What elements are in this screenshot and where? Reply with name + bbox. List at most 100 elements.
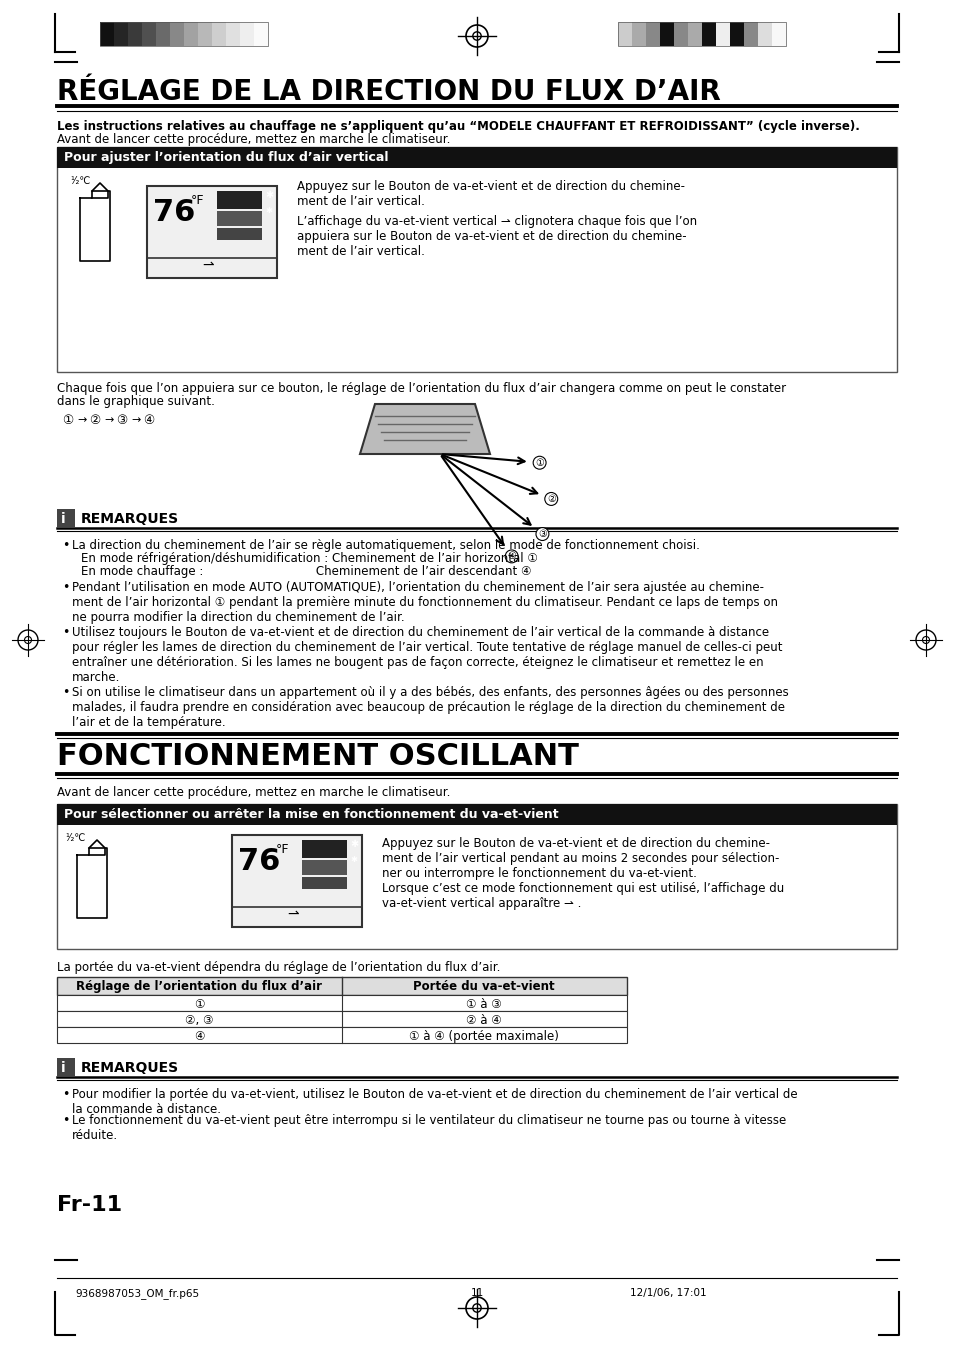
Text: ⇀: ⇀: [202, 258, 213, 272]
Text: ① à ③: ① à ③: [466, 998, 501, 1011]
Bar: [216, 211, 262, 226]
Text: Le fonctionnement du va-et-vient peut être interrompu si le ventilateur du clima: Le fonctionnement du va-et-vient peut êt…: [71, 1115, 785, 1142]
Text: Portée du va-et-vient: Portée du va-et-vient: [413, 979, 555, 993]
Text: ①: ①: [62, 413, 73, 427]
Bar: [156, 22, 170, 46]
Text: •: •: [62, 539, 70, 553]
Text: Pendant l’utilisation en mode AUTO (AUTOMATIQUE), l’orientation du cheminement d: Pendant l’utilisation en mode AUTO (AUTO…: [71, 581, 778, 624]
Bar: [216, 190, 262, 209]
Text: ④: ④: [507, 551, 516, 562]
Text: •: •: [62, 1088, 70, 1101]
Text: ②: ②: [89, 413, 100, 427]
Bar: [57, 509, 75, 527]
Bar: [618, 22, 631, 46]
Text: ✱: ✱: [265, 190, 273, 200]
Text: ⇀: ⇀: [287, 907, 298, 921]
Bar: [128, 22, 142, 46]
Bar: [659, 22, 673, 46]
Text: Chaque fois que l’on appuiera sur ce bouton, le réglage de l’orientation du flux: Chaque fois que l’on appuiera sur ce bou…: [57, 382, 785, 394]
Bar: [57, 1027, 626, 1043]
Text: ②: ②: [546, 494, 555, 504]
Text: 76: 76: [237, 847, 280, 875]
Text: dans le graphique suivant.: dans le graphique suivant.: [57, 394, 214, 408]
Text: Pour modifier la portée du va-et-vient, utilisez le Bouton de va-et-vient et de : Pour modifier la portée du va-et-vient, …: [71, 1088, 797, 1116]
Bar: [100, 22, 113, 46]
Text: i: i: [61, 512, 66, 526]
Text: 12/1/06, 17:01: 12/1/06, 17:01: [629, 1288, 706, 1298]
Bar: [232, 835, 361, 927]
Text: Réglage de l’orientation du flux d’air: Réglage de l’orientation du flux d’air: [76, 979, 322, 993]
Text: •: •: [62, 1115, 70, 1127]
Bar: [57, 147, 896, 372]
Text: Si on utilise le climatiseur dans un appartement où il y a des bébés, des enfant: Si on utilise le climatiseur dans un app…: [71, 686, 788, 730]
Text: •: •: [62, 686, 70, 698]
Text: En mode chauffage :                              Cheminement de l’air descendant: En mode chauffage : Cheminement de l’air…: [81, 565, 531, 578]
Bar: [57, 147, 896, 168]
Text: Fr-11: Fr-11: [57, 1196, 122, 1215]
Text: FONCTIONNEMENT OSCILLANT: FONCTIONNEMENT OSCILLANT: [57, 742, 578, 771]
Text: RÉGLAGE DE LA DIRECTION DU FLUX D’AIR: RÉGLAGE DE LA DIRECTION DU FLUX D’AIR: [57, 78, 720, 105]
Bar: [198, 22, 212, 46]
Text: ✱: ✱: [265, 205, 272, 215]
Text: ①: ①: [193, 998, 204, 1011]
Bar: [716, 22, 729, 46]
Text: °F: °F: [275, 843, 289, 857]
Text: ③: ③: [116, 413, 127, 427]
Bar: [645, 22, 659, 46]
Text: La portée du va-et-vient dépendra du réglage de l’orientation du flux d’air.: La portée du va-et-vient dépendra du rég…: [57, 961, 500, 974]
Text: ✱: ✱: [350, 839, 357, 848]
Text: i: i: [61, 1061, 66, 1075]
Text: Utilisez toujours le Bouton de va-et-vient et de direction du cheminement de l’a: Utilisez toujours le Bouton de va-et-vie…: [71, 626, 781, 684]
Bar: [701, 22, 716, 46]
Text: Pour sélectionner ou arrêter la mise en fonctionnement du va-et-vient: Pour sélectionner ou arrêter la mise en …: [64, 808, 558, 821]
Text: •: •: [62, 581, 70, 594]
Bar: [57, 1058, 75, 1075]
Text: Appuyez sur le Bouton de va-et-vient et de direction du chemine-
ment de l’air v: Appuyez sur le Bouton de va-et-vient et …: [381, 838, 783, 911]
Bar: [253, 22, 268, 46]
Bar: [758, 22, 771, 46]
Text: Appuyez sur le Bouton de va-et-vient et de direction du chemine-
ment de l’air v: Appuyez sur le Bouton de va-et-vient et …: [296, 180, 684, 208]
Text: °F: °F: [191, 195, 204, 207]
Text: REMARQUES: REMARQUES: [81, 1061, 179, 1075]
Bar: [57, 977, 626, 994]
Text: ② à ④: ② à ④: [466, 1015, 501, 1027]
Bar: [743, 22, 758, 46]
Text: Pour ajuster l’orientation du flux d’air vertical: Pour ajuster l’orientation du flux d’air…: [64, 151, 388, 163]
Bar: [142, 22, 156, 46]
Text: •: •: [62, 626, 70, 639]
Bar: [631, 22, 645, 46]
Bar: [113, 22, 128, 46]
Bar: [729, 22, 743, 46]
Text: La direction du cheminement de l’air se règle automatiquement, selon le mode de : La direction du cheminement de l’air se …: [71, 539, 700, 553]
Bar: [170, 22, 184, 46]
Text: ②, ③: ②, ③: [185, 1015, 213, 1027]
Text: 11: 11: [470, 1288, 483, 1298]
Bar: [57, 804, 896, 825]
Bar: [673, 22, 687, 46]
Text: ③: ③: [537, 530, 546, 539]
Text: Avant de lancer cette procédure, mettez en marche le climatiseur.: Avant de lancer cette procédure, mettez …: [57, 786, 450, 798]
Text: →: →: [104, 415, 113, 426]
Text: 76: 76: [152, 199, 195, 227]
Bar: [57, 804, 896, 948]
Text: Les instructions relatives au chauffage ne s’appliquent qu’au “MODELE CHAUFFANT : Les instructions relatives au chauffage …: [57, 120, 859, 132]
Bar: [216, 228, 262, 240]
Text: ④: ④: [193, 1029, 204, 1043]
Bar: [226, 22, 240, 46]
Text: ④: ④: [143, 413, 154, 427]
Bar: [57, 994, 626, 1011]
Bar: [240, 22, 253, 46]
Text: REMARQUES: REMARQUES: [81, 512, 179, 526]
Bar: [302, 840, 347, 858]
Bar: [618, 22, 785, 46]
Text: →: →: [77, 415, 87, 426]
Bar: [771, 22, 785, 46]
Text: ①: ①: [535, 458, 543, 467]
Bar: [147, 186, 276, 278]
Bar: [212, 22, 226, 46]
Text: ¹⁄₂℃: ¹⁄₂℃: [65, 834, 85, 843]
Bar: [302, 877, 347, 889]
Text: L’affichage du va-et-vient vertical ⇀ clignotera chaque fois que l’on
appuiera s: L’affichage du va-et-vient vertical ⇀ cl…: [296, 215, 697, 258]
Text: ✱: ✱: [350, 855, 356, 865]
Bar: [302, 861, 347, 875]
